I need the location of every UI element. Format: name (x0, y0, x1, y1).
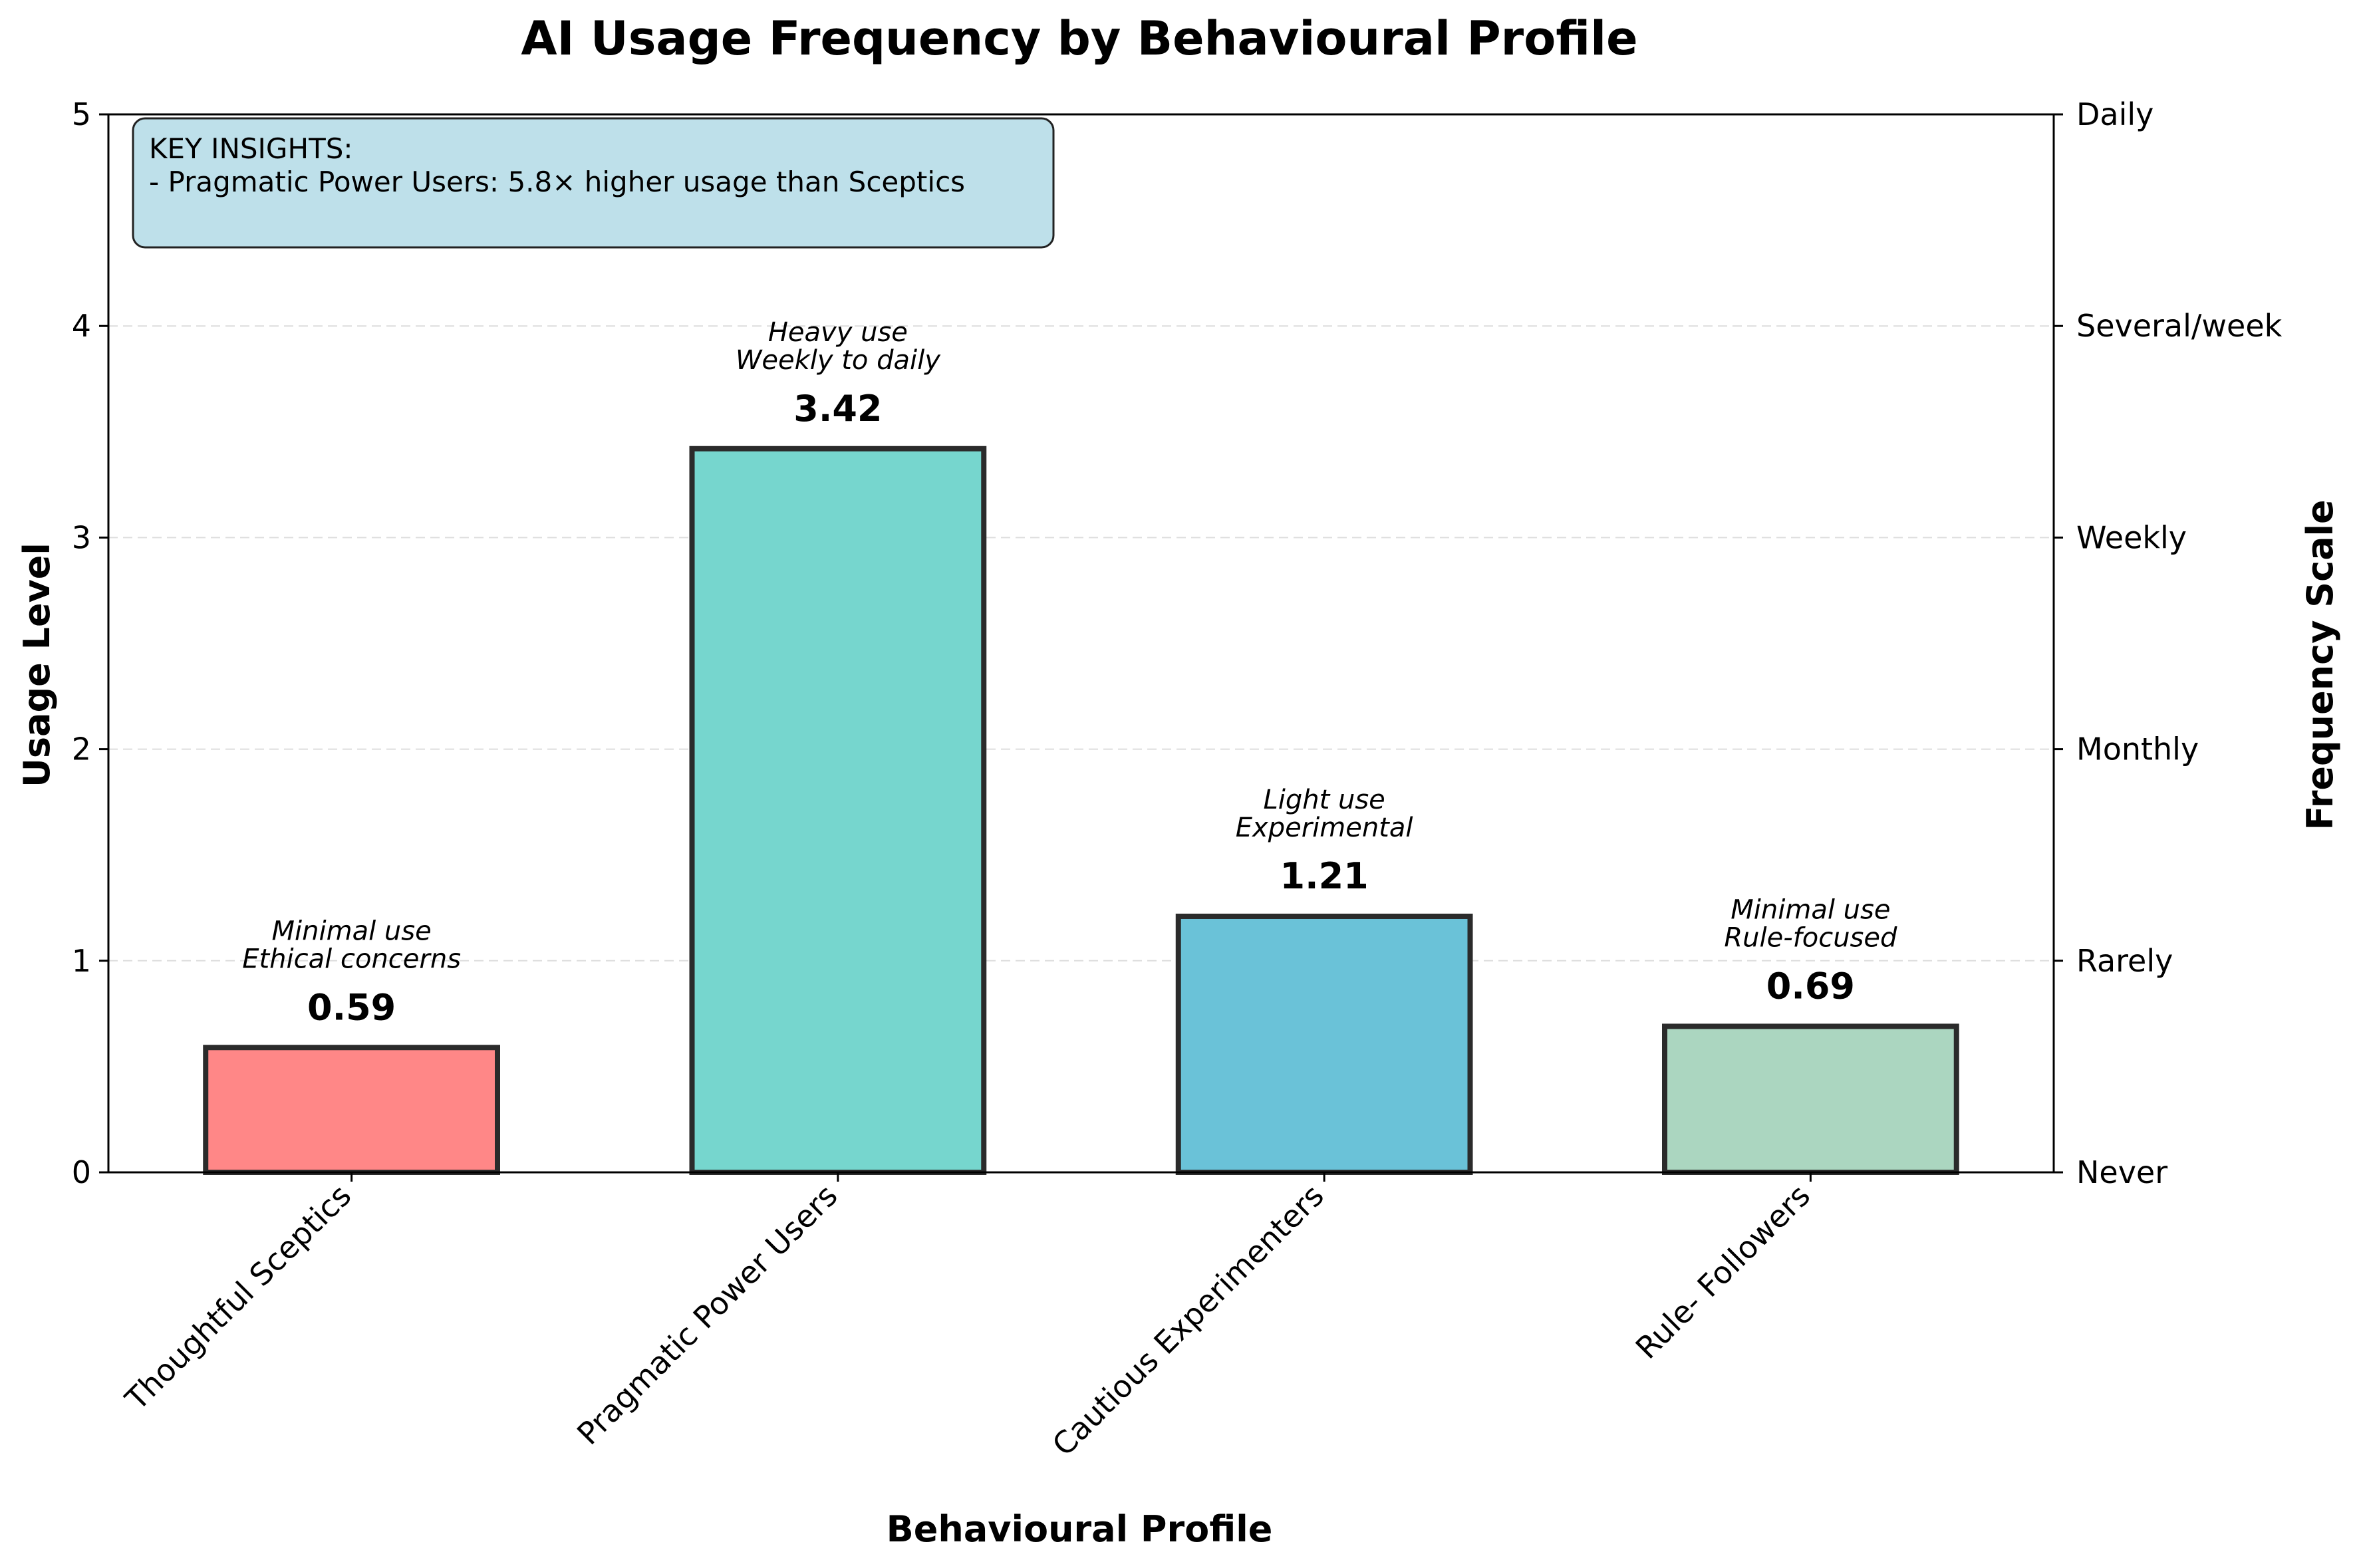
bars (203, 446, 1959, 1176)
y2-tick-label: Never (2076, 1154, 2167, 1190)
insight-box-line: - Pragmatic Power Users: 5.8× higher usa… (149, 166, 965, 198)
y2-tick-label: Several/week (2076, 308, 2283, 344)
x-tick-label: Cautious Experimenters (1045, 1178, 1331, 1463)
bar-annotation-line: Experimental (1236, 813, 1413, 843)
bar (1175, 913, 1473, 1176)
x-tick-label: Rule- Followers (1629, 1178, 1817, 1366)
bar-value-label: 3.42 (793, 388, 882, 430)
insight-box: KEY INSIGHTS: - Pragmatic Power Users: 5… (132, 117, 1055, 249)
y-tick-label: 5 (72, 96, 91, 132)
y-tick-label: 1 (72, 943, 91, 979)
y-axis-title: Usage Level (16, 543, 58, 787)
y2-axis-title: Frequency Scale (2299, 499, 2341, 830)
bar-annotation-line: Rule-focused (1724, 922, 1897, 953)
bar-annotation-line: Minimal use (1731, 894, 1890, 925)
plot-frame (107, 113, 2055, 1174)
insight-box-background (132, 117, 1055, 249)
y-tick-label: 3 (72, 519, 91, 555)
bar-annotation-line: Heavy use (768, 317, 908, 348)
x-tick-label: Pragmatic Power Users (570, 1178, 845, 1452)
bar-value-label: 0.59 (307, 986, 396, 1028)
gridlines (108, 325, 2054, 962)
bar (689, 446, 987, 1175)
bar (203, 1045, 500, 1175)
bar-value-label: 0.69 (1766, 965, 1855, 1007)
y-tick-label: 2 (72, 731, 91, 767)
bar-annotation-line: Ethical concerns (242, 944, 461, 974)
bar-annotation-line: Weekly to daily (736, 345, 941, 376)
y2-tick-label: Weekly (2076, 519, 2187, 555)
y2-tick-label: Monthly (2076, 731, 2199, 767)
y2-tick-label: Daily (2076, 96, 2153, 132)
y-tick-label: 4 (72, 308, 91, 344)
x-axis-title: Behavioural Profile (887, 1508, 1273, 1550)
labels: 0 1 2 3 4 5 Never Rarely Monthly Weekly Several/we… (72, 96, 2283, 1463)
bar (1662, 1023, 1959, 1176)
y-tick-label: 0 (72, 1154, 91, 1190)
bar-annotation-line: Minimal use (272, 916, 432, 946)
bar-annotation-line: Light use (1263, 785, 1385, 815)
chart-title: AI Usage Frequency by Behavioural Profil… (521, 11, 1637, 66)
bar-value-label: 1.21 (1280, 855, 1369, 897)
y2-tick-label: Rarely (2076, 943, 2173, 979)
insight-box-title: KEY INSIGHTS: (149, 132, 353, 165)
x-tick-label: Thoughtful Sceptics (118, 1178, 358, 1418)
axes (99, 113, 2063, 1182)
